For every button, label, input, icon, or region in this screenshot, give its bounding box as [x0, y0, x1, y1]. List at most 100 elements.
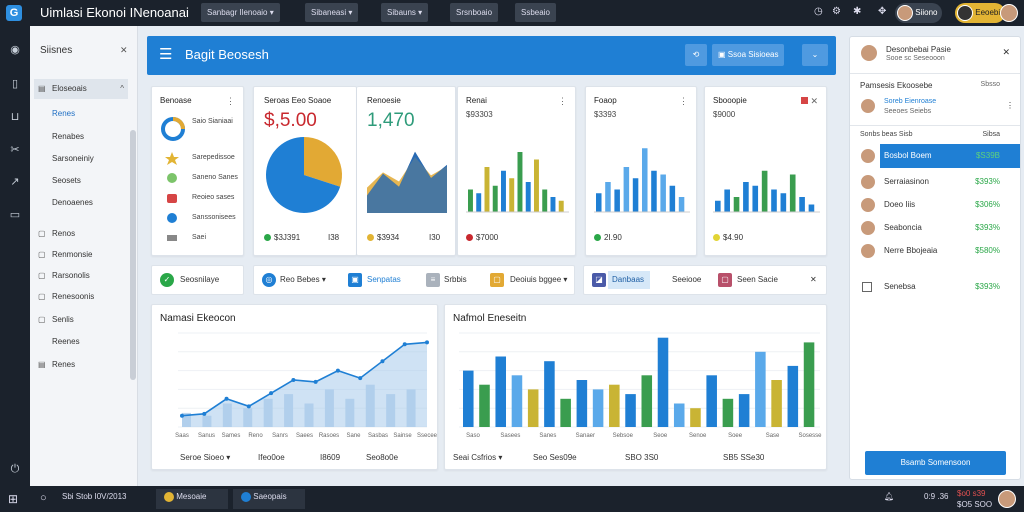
- sidebar-item[interactable]: ▤ Renes: [34, 355, 128, 375]
- windows-icon[interactable]: ⊞: [8, 492, 19, 506]
- window-icon[interactable]: ▭: [9, 209, 21, 221]
- avatar: [860, 197, 876, 213]
- list-item[interactable]: Soreb Eienroase Seeoes Seiebs ⋮: [858, 95, 1018, 121]
- card-bar-1: Renai ⋮ $93303 $7000: [457, 86, 576, 256]
- globe-icon[interactable]: ◉: [10, 44, 20, 56]
- list-item[interactable]: Doeo Iiis $306%: [850, 193, 1020, 217]
- list-item-selected[interactable]: Bosbol Boem $S39B: [880, 144, 1020, 168]
- sidebar-scrollbar[interactable]: [130, 130, 136, 380]
- chevron-down-icon[interactable]: ⌄: [802, 44, 828, 66]
- search-icon[interactable]: ○: [40, 492, 47, 504]
- filter-chip[interactable]: ✓ Seosnilaye: [151, 265, 244, 295]
- bar: [771, 189, 777, 212]
- filter-label[interactable]: Deoiuis bggee ▾: [510, 275, 568, 284]
- book-icon[interactable]: ▯: [11, 78, 19, 90]
- more-icon[interactable]: ⋮: [679, 96, 688, 106]
- sidebar-item[interactable]: Denoaenes: [52, 198, 93, 207]
- taskbar-app[interactable]: Saeopais: [233, 489, 305, 509]
- profile-avatar[interactable]: [1000, 4, 1018, 22]
- clock-icon[interactable]: ◷: [814, 6, 823, 17]
- sidebar-item[interactable]: Sarsoneiniy: [52, 154, 94, 163]
- tools-icon[interactable]: ✂: [10, 144, 20, 156]
- x-tick-label: Saees: [296, 433, 313, 439]
- sidebar-title: Siisnes: [40, 45, 73, 56]
- tools-icon[interactable]: ✥: [878, 6, 887, 17]
- list-item[interactable]: Serraiasinon $393%: [850, 170, 1020, 194]
- list-item-value: $393%: [975, 223, 1000, 232]
- sidebar-item[interactable]: ▢ Renmonsie: [34, 245, 128, 265]
- right-panel: Desonbebai Pasie Sooe sc Seseooon ✕ Pams…: [849, 36, 1021, 480]
- sidebar-item[interactable]: ▢ Renesoonis: [34, 287, 128, 307]
- settings-icon[interactable]: ✱: [853, 6, 862, 17]
- sidebar-item[interactable]: Renabes: [52, 132, 85, 141]
- user-menu[interactable]: Siiono: [895, 3, 943, 23]
- filter-tab[interactable]: Danbaas: [612, 275, 645, 284]
- avatar: [957, 5, 973, 21]
- toolbar-button-5[interactable]: Ssbeaio: [515, 3, 556, 22]
- more-icon[interactable]: ⋮: [226, 96, 235, 106]
- sidebar: Siisnes ✕ ▤ Eloseoais ^ Renes Renabes Sars…: [30, 26, 138, 486]
- pie-slice: [266, 137, 341, 213]
- list-item[interactable]: Nerre Bbojeaia $580%: [850, 239, 1020, 263]
- chart-icon[interactable]: ↗: [10, 176, 20, 188]
- user-account[interactable]: Eeoebi: [955, 3, 1006, 23]
- line-point: [335, 368, 340, 373]
- inbox-icon[interactable]: ⊔: [10, 111, 20, 123]
- bar: [501, 170, 506, 212]
- list-icon: ≡: [426, 273, 440, 287]
- avatar: [860, 98, 876, 114]
- bar: [542, 189, 548, 212]
- close-icon[interactable]: ✕: [120, 45, 128, 55]
- more-icon[interactable]: ⋮: [558, 96, 567, 106]
- bar: [789, 174, 796, 212]
- panel-action-button[interactable]: Bsamb Somensoon: [865, 451, 1006, 475]
- list-item[interactable]: Senebsa $393%: [850, 275, 1020, 299]
- chart-footer[interactable]: Seroe Sioeo ▾: [180, 453, 231, 462]
- filter-tab[interactable]: Seen Sacie: [737, 275, 778, 284]
- card-title: Renai: [466, 96, 487, 105]
- taskbar-app[interactable]: Mesoaie: [156, 489, 228, 509]
- sidebar-item[interactable]: Seosets: [52, 176, 81, 185]
- refresh-icon[interactable]: ⟲: [685, 44, 707, 66]
- doc-icon: ▤: [38, 360, 46, 369]
- list-item[interactable]: Seaboncia $393%: [850, 216, 1020, 240]
- avatar[interactable]: [998, 490, 1016, 508]
- gear-icon[interactable]: ⚙: [832, 6, 841, 17]
- line-point: [425, 340, 429, 345]
- filter-tab[interactable]: Seeiooe: [672, 275, 702, 284]
- toolbar-button-3[interactable]: Sibauns ▾: [381, 3, 429, 22]
- close-icon[interactable]: ✕: [1002, 47, 1010, 57]
- card-bar-2: Foaop ⋮ $3393 2I.90: [585, 86, 697, 256]
- more-icon[interactable]: ⋮: [1006, 101, 1014, 110]
- toolbar-button-4[interactable]: Srsnboaio: [450, 3, 499, 22]
- x-tick-label: Soee: [728, 433, 743, 439]
- bar: [576, 380, 588, 427]
- bar: [492, 185, 498, 212]
- bar: [715, 200, 721, 212]
- dot-icon: [367, 234, 374, 242]
- filter-label[interactable]: Srbbis: [444, 275, 467, 284]
- close-icon[interactable]: ✕: [810, 96, 818, 106]
- bar: [592, 389, 604, 427]
- bar: [724, 189, 730, 212]
- bar: [743, 182, 749, 212]
- toolbar-button-1[interactable]: Sanbagr Ilenoaio ▾: [201, 3, 280, 22]
- chart-footer[interactable]: Seai Csfrios ▾: [453, 453, 503, 462]
- bell-icon[interactable]: 🔔︎: [884, 492, 895, 501]
- filter-label[interactable]: Reo Bebes ▾: [280, 275, 326, 284]
- header-action-button[interactable]: ▣ Ssoa Sisioeas: [712, 44, 785, 66]
- sidebar-item[interactable]: Reenes: [52, 337, 80, 346]
- bar-chart-small: [466, 152, 569, 213]
- menu-icon[interactable]: ☰: [159, 46, 173, 63]
- power-icon[interactable]: ⏻: [10, 463, 20, 475]
- sidebar-item-overview[interactable]: ▤ Eloseoais ^: [34, 79, 128, 99]
- sidebar-item[interactable]: ▢ Rarsonolis: [34, 266, 128, 286]
- doc-icon: ▢: [38, 250, 46, 259]
- sidebar-item[interactable]: Renes: [52, 109, 76, 118]
- toolbar-button-2[interactable]: Sibaneasi ▾: [305, 3, 359, 22]
- kpi-value: 1,470: [367, 110, 415, 131]
- close-icon[interactable]: ✕: [810, 275, 817, 284]
- filter-label[interactable]: Senpatas: [367, 275, 401, 284]
- sidebar-item[interactable]: ▢ Renos: [34, 224, 128, 244]
- sidebar-item[interactable]: ▢ Senlis: [34, 310, 128, 330]
